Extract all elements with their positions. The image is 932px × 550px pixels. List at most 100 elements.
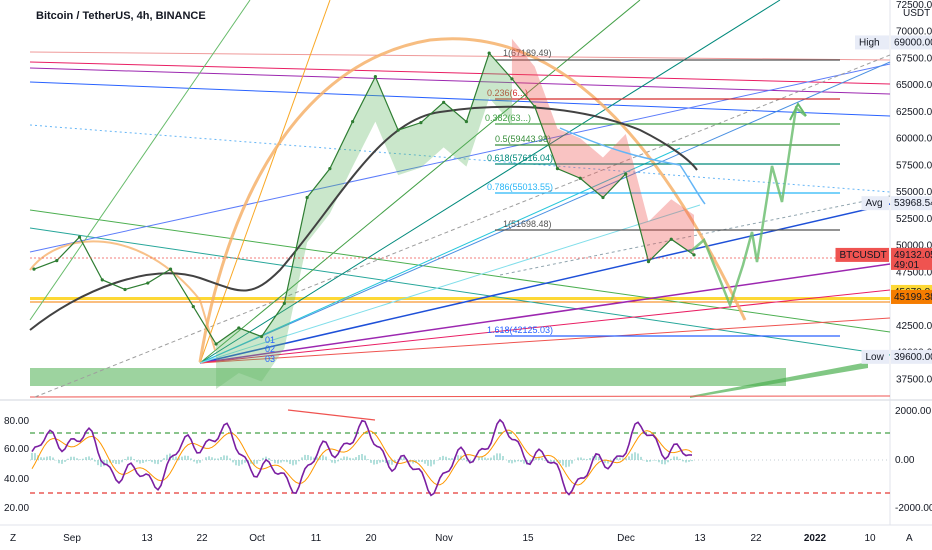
osc-tick-40: 40.00 bbox=[4, 474, 29, 485]
oscillator-line bbox=[31, 418, 693, 497]
price-tick: 50000.00 bbox=[896, 241, 932, 252]
price-label-value: 39600.00 bbox=[894, 352, 932, 363]
time-tick: 20 bbox=[365, 533, 377, 544]
time-tick: Dec bbox=[617, 533, 635, 544]
price-label-value: 45199.38 bbox=[894, 292, 932, 303]
price-point-sep-5 bbox=[77, 235, 82, 239]
price-point-oct-6 bbox=[305, 195, 309, 200]
fib-label-0618: 0.618(57616.04) bbox=[487, 153, 553, 163]
price-label-tag: High bbox=[859, 37, 880, 48]
price-label: 39600.00 Low bbox=[861, 349, 932, 364]
price-label-tag: Avg bbox=[866, 198, 883, 209]
wave-annotations: 01 02 03 bbox=[265, 335, 275, 364]
price-label: 45199.38 bbox=[891, 289, 932, 304]
price-point-sep-7 bbox=[100, 278, 104, 282]
time-tick: 22 bbox=[750, 533, 762, 544]
price-point-sep-17 bbox=[168, 267, 173, 271]
oscillator-right-axis: 2000.00 0.00 -2000.00 bbox=[895, 406, 932, 514]
price-point-oct-20 bbox=[373, 75, 377, 79]
ma-ribbon-bearish bbox=[511, 38, 694, 262]
zoom-icon[interactable]: Z bbox=[10, 533, 16, 544]
time-tick: 13 bbox=[694, 533, 706, 544]
price-label-tag: Low bbox=[866, 352, 885, 363]
osc-right-0: 0.00 bbox=[895, 455, 915, 466]
time-tick: 13 bbox=[141, 533, 153, 544]
price-point-sep-25 bbox=[237, 326, 241, 330]
price-point-nov-15 bbox=[533, 104, 537, 109]
time-tick: 2022 bbox=[804, 533, 827, 544]
osc-right-2000: 2000.00 bbox=[895, 406, 932, 417]
price-tick: 60000.00 bbox=[896, 134, 932, 145]
osc-right-neg2000: -2000.00 bbox=[895, 503, 932, 514]
time-tick: Oct bbox=[249, 533, 265, 544]
oscillator-pane[interactable] bbox=[30, 409, 890, 497]
price-point-sep-20 bbox=[191, 304, 195, 309]
fib-label-0382: 0.382(63...) bbox=[485, 113, 531, 123]
price-label: 53968.54 Avg bbox=[861, 196, 932, 211]
forecast-path bbox=[689, 105, 807, 309]
secondary-ma-line bbox=[559, 127, 706, 205]
price-point-dec-12 bbox=[692, 253, 696, 257]
price-point-dec-4 bbox=[646, 260, 651, 264]
currency-label: USDT bbox=[903, 8, 930, 19]
time-tick: 10 bbox=[864, 533, 876, 544]
price-tick: 72500.00 bbox=[896, 0, 932, 11]
price-point-sep-22 bbox=[214, 342, 218, 346]
time-tick: 11 bbox=[311, 533, 322, 544]
fib-label-0236: 0.236(6...) bbox=[487, 88, 528, 98]
level-line-yellow bbox=[30, 297, 890, 300]
osc-tick-60: 60.00 bbox=[4, 444, 29, 455]
price-point-nov-26 bbox=[601, 195, 605, 200]
price-tick: 70000.00 bbox=[896, 27, 932, 38]
price-tick: 52500.00 bbox=[896, 214, 932, 225]
price-point-aug-28 bbox=[32, 267, 36, 271]
arc-small bbox=[29, 240, 216, 351]
fibonacci-retracement bbox=[495, 59, 840, 337]
fib-labels: 1(67189.49) 0.236(6...) 0.382(63...) 0.5… bbox=[485, 48, 553, 335]
moving-average-line bbox=[29, 105, 698, 331]
price-tick: 62500.00 bbox=[896, 107, 932, 118]
time-tick: 15 bbox=[522, 533, 534, 544]
price-point-oct-1 bbox=[282, 301, 286, 305]
main-pane[interactable] bbox=[30, 0, 890, 398]
trend-lines bbox=[29, 0, 891, 398]
price-series-line bbox=[33, 51, 695, 345]
osc-tick-80: 80.00 bbox=[4, 416, 29, 427]
price-point-sep-10 bbox=[123, 287, 127, 292]
price-axis[interactable]: 72500.00 70000.00 67500.00 65000.00 62500.00… bbox=[896, 0, 932, 385]
price-point-sep-29 bbox=[259, 334, 264, 339]
price-point-nov-23 bbox=[578, 176, 582, 180]
fib-label-1b: 1(51698.48) bbox=[503, 219, 552, 229]
price-point-sep-1 bbox=[55, 258, 59, 263]
time-axis[interactable]: Sep 13 22 Oct 11 20 Nov 15 Dec 13 22 2022 10 bbox=[63, 533, 876, 544]
price-series-points bbox=[32, 51, 696, 346]
price-point-sep-13 bbox=[146, 281, 150, 285]
oscillator-signal-line bbox=[31, 429, 693, 486]
annotation-01: 01 bbox=[265, 335, 275, 345]
price-point-oct-11 bbox=[328, 167, 332, 171]
fib-label-0786: 0.786(55013.55) bbox=[487, 182, 553, 192]
price-label-value: 49132.05 bbox=[894, 250, 932, 261]
ma-ribbon bbox=[216, 53, 512, 390]
price-label-value: 53968.54 bbox=[894, 198, 932, 209]
price-point-nov-1 bbox=[442, 100, 446, 104]
price-point-dec-8 bbox=[669, 237, 673, 241]
price-point-nov-19 bbox=[555, 167, 560, 171]
price-point-oct-15 bbox=[351, 119, 355, 124]
chart-title: Bitcoin / TetherUS, 4h, BINANCE bbox=[36, 10, 206, 22]
time-tick: 22 bbox=[196, 533, 208, 544]
price-tick: 55000.00 bbox=[896, 187, 932, 198]
fib-label-05: 0.5(59443.98) bbox=[495, 134, 551, 144]
price-point-nov-30 bbox=[624, 172, 628, 176]
price-point-oct-28 bbox=[419, 121, 423, 125]
auto-scale-button[interactable]: A bbox=[906, 533, 913, 544]
forecast-arrow-head bbox=[789, 102, 807, 121]
oscillator-divergence-line bbox=[287, 409, 376, 421]
annotation-02: 02 bbox=[265, 344, 275, 354]
time-tick: Nov bbox=[435, 533, 453, 544]
price-label-value: 69000.00 bbox=[894, 37, 932, 48]
price-label-tag: BTCUSDT bbox=[840, 250, 887, 261]
